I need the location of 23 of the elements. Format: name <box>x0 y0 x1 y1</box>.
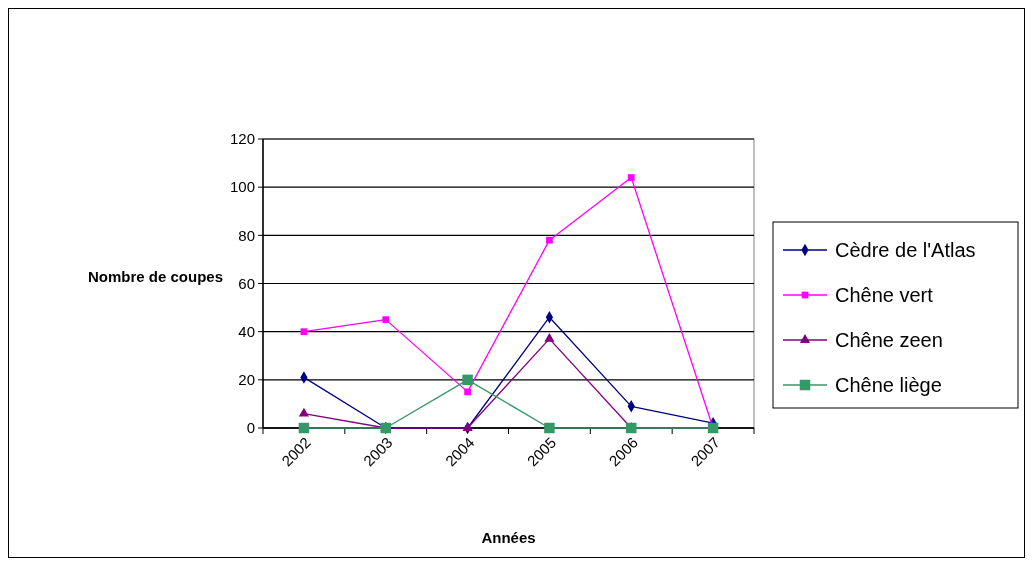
point <box>464 388 471 396</box>
point <box>462 422 473 431</box>
x-axis-title: Années <box>481 529 536 546</box>
y-tick-label: 0 <box>246 419 255 437</box>
y-tick-label: 120 <box>229 130 255 148</box>
point <box>546 236 553 244</box>
y-tick-label: 100 <box>229 178 255 196</box>
point <box>298 422 310 434</box>
point <box>627 174 635 181</box>
point <box>462 374 473 386</box>
y-tick-label: 40 <box>238 322 255 340</box>
y-tick-label: 20 <box>238 371 255 389</box>
legend-label: Cèdre de l'Atlas <box>835 239 976 261</box>
point <box>300 328 308 336</box>
legend-label: Chêne vert <box>835 284 934 306</box>
point <box>382 316 390 323</box>
y-tick-label: 60 <box>238 274 255 292</box>
legend-label: Chêne zeen <box>835 329 943 351</box>
point <box>544 422 555 434</box>
y-tick-label: 80 <box>238 226 255 244</box>
point <box>544 333 555 342</box>
y-axis-title: Nombre de coupes <box>87 267 223 285</box>
legend-label: Chêne liège <box>835 374 942 396</box>
